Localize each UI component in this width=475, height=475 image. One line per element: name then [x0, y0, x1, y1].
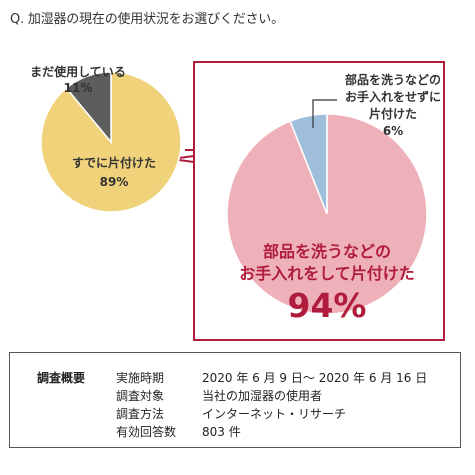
- survey-value: 803 件: [202, 425, 241, 439]
- pie2-slice-no-care: [289, 113, 328, 215]
- callout-frame: [193, 61, 445, 341]
- survey-rows: 実施時期 2020 年 6 月 9 日～ 2020 年 6 月 16 日 調査対象…: [116, 369, 427, 441]
- survey-row-period: 実施時期 2020 年 6 月 9 日～ 2020 年 6 月 16 日: [116, 369, 427, 387]
- pie1-value-put-away: 89%: [100, 175, 129, 189]
- pie2-value-with-care: 94%: [288, 286, 367, 325]
- pie2-label-no-care-line1: 部品を洗うなどの: [345, 72, 441, 87]
- pie2-label-no-care-line2: お手入れをせずに: [345, 89, 441, 104]
- survey-summary-box: 調査概要 実施時期 2020 年 6 月 9 日～ 2020 年 6 月 16 日…: [9, 352, 461, 448]
- pie1-slice-still-using: [65, 71, 112, 145]
- survey-row-target: 調査対象 当社の加湿器の使用者: [116, 387, 427, 405]
- survey-title: 調査概要: [37, 371, 86, 385]
- pie2-label-with-care-line1: 部品を洗うなどの: [263, 242, 391, 261]
- survey-row-responses: 有効回答数 803 件: [116, 423, 427, 441]
- pie1-value-still-using: 11%: [64, 81, 93, 95]
- pie1-label-still-using: まだ使用している: [30, 64, 126, 79]
- survey-row-method: 調査方法 インターネット・リサーチ: [116, 405, 427, 423]
- pie2-leader-line: [312, 99, 337, 128]
- pie2-label-no-care-line3: 片付けた: [369, 106, 417, 121]
- pie2-label-with-care-line2: お手入れをして片付けた: [239, 264, 415, 283]
- survey-key: 調査対象: [116, 389, 165, 403]
- pie2-value-no-care: 6%: [383, 124, 403, 138]
- pie1-label-put-away: すでに片付けた: [72, 155, 156, 170]
- survey-value: インターネット・リサーチ: [202, 407, 347, 421]
- pie-charts: まだ使用している 11% すでに片付けた 89% 部品を洗うなどの お手入れをせ…: [30, 61, 445, 341]
- survey-key: 有効回答数: [116, 425, 177, 439]
- survey-key: 実施時期: [116, 371, 165, 385]
- survey-value: 2020 年 6 月 9 日～ 2020 年 6 月 16 日: [202, 371, 428, 385]
- survey-key: 調査方法: [116, 407, 165, 421]
- question-text: Q. 加湿器の現在の使用状況をお選びください。: [10, 12, 284, 27]
- survey-value: 当社の加湿器の使用者: [202, 389, 323, 403]
